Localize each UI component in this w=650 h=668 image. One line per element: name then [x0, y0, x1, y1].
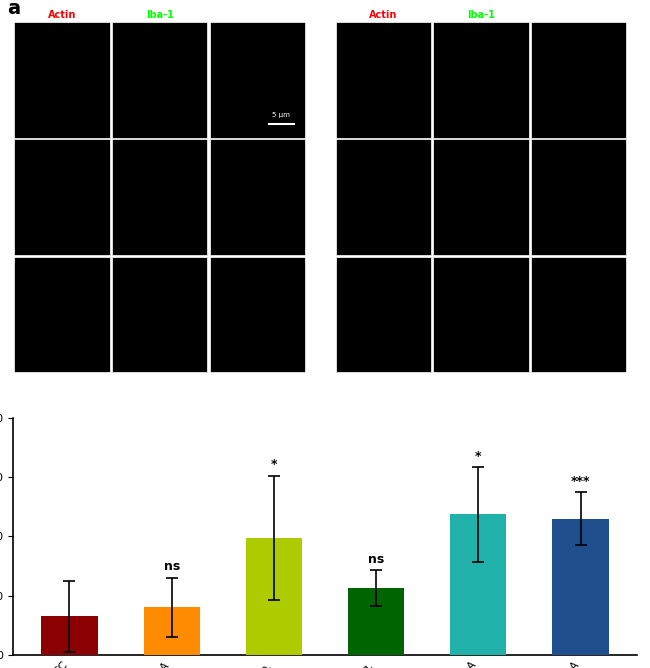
Bar [450, 514, 506, 655]
Bar [14, 140, 109, 255]
Bar [112, 257, 207, 372]
Text: *: * [475, 450, 482, 462]
Text: Merge: Merge [240, 10, 275, 20]
Bar [112, 140, 207, 255]
Text: Iba-1: Iba-1 [146, 10, 174, 20]
Bar [246, 538, 302, 655]
Text: ***: *** [571, 475, 590, 488]
Text: Actin: Actin [47, 10, 76, 20]
Text: Iba-1: Iba-1 [467, 10, 495, 20]
Bar [112, 22, 207, 138]
Bar [552, 519, 608, 655]
Bar [144, 607, 200, 655]
Text: Aggregates + ALA: Aggregates + ALA [640, 288, 649, 365]
Text: Merge: Merge [562, 10, 596, 20]
Text: Monomer: Monomer [1, 305, 10, 349]
Bar [335, 140, 431, 255]
Text: Actin: Actin [369, 10, 397, 20]
Text: ns: ns [368, 553, 384, 566]
Bar [531, 140, 627, 255]
Bar [434, 140, 528, 255]
Bar [210, 22, 305, 138]
Bar [14, 257, 109, 372]
Text: a: a [6, 0, 20, 18]
Bar [42, 616, 98, 655]
Bar [434, 22, 528, 138]
Bar [335, 22, 431, 138]
Bar [531, 22, 627, 138]
Text: ALA: ALA [1, 196, 10, 214]
Text: *: * [270, 458, 277, 472]
Text: Monomer + ALA: Monomer + ALA [640, 170, 649, 239]
Bar [434, 257, 528, 372]
Bar [335, 257, 431, 372]
Text: Cell control: Cell control [1, 55, 10, 110]
Bar [14, 22, 109, 138]
Text: ns: ns [164, 560, 180, 573]
Bar [531, 257, 627, 372]
Text: Aggregates: Aggregates [640, 57, 649, 108]
Bar [210, 140, 305, 255]
Bar [210, 257, 305, 372]
Bar [348, 588, 404, 655]
Text: 5 μm: 5 μm [272, 112, 291, 118]
